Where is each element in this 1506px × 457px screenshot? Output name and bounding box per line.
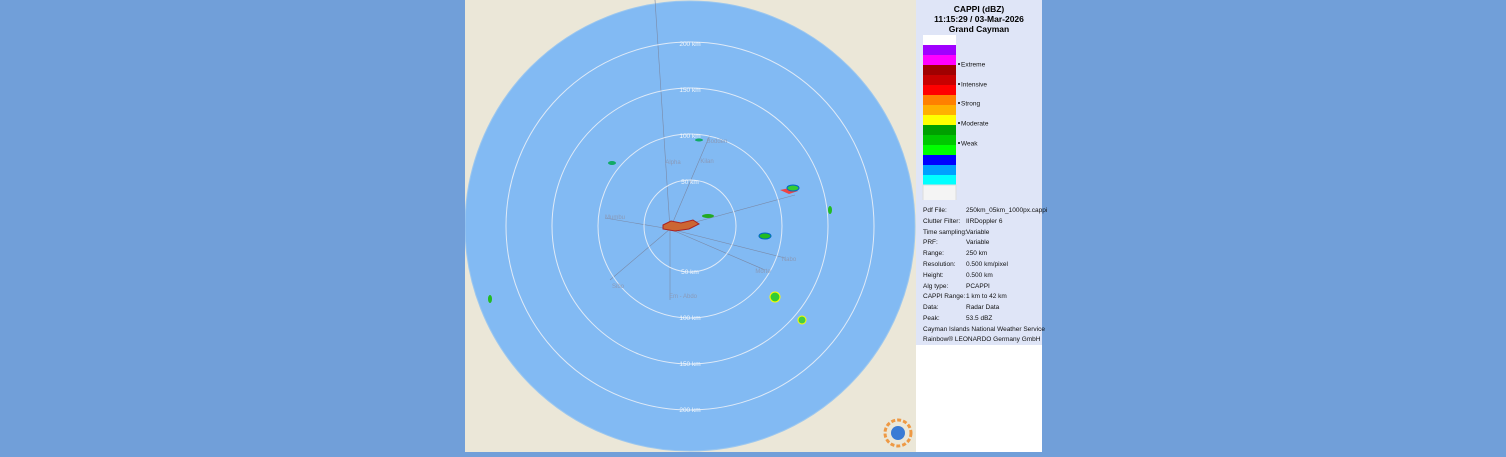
time: 11:15:29 / 03-Mar-2026 bbox=[934, 14, 1024, 24]
legend-label: Extreme bbox=[961, 62, 986, 69]
place-label: Sibo bbox=[612, 284, 625, 290]
echoes bbox=[488, 138, 832, 325]
legend-swatch bbox=[923, 65, 956, 75]
range-label: 100 km bbox=[679, 315, 700, 322]
sidebar: CAPPI (dBZ) 11:15:29 / 03-Mar-2026 Grand… bbox=[916, 0, 1047, 452]
legend-dot bbox=[958, 63, 960, 65]
legend-dot bbox=[958, 102, 960, 104]
legend-label: Weak bbox=[961, 141, 978, 148]
info-key: Alg type: bbox=[923, 282, 949, 290]
legend-dot bbox=[958, 83, 960, 85]
legend-swatch bbox=[923, 155, 956, 165]
station: Grand Cayman bbox=[948, 24, 1010, 34]
legend-swatch bbox=[923, 125, 956, 135]
radar-map: 200 km 200 km 150 km 150 km 100 km 100 km 50 k… bbox=[464, 0, 916, 452]
info-key: Data: bbox=[923, 304, 939, 312]
legend-swatch bbox=[923, 75, 956, 85]
info-value: 0.500 km bbox=[966, 271, 993, 279]
info-panel: CAPPI (dBZ) 11:15:29 / 03-Mar-2026 Grand… bbox=[916, 0, 1047, 345]
legend-swatch bbox=[923, 145, 956, 155]
range-label: 50 km bbox=[681, 269, 699, 276]
legend-swatch bbox=[923, 135, 956, 145]
range-ring bbox=[551, 87, 829, 365]
info-key: Resolution: bbox=[923, 261, 956, 268]
legend-swatch bbox=[923, 35, 956, 45]
logo bbox=[883, 418, 913, 448]
info-key: Clutter Filter: bbox=[923, 217, 961, 225]
range-label: 50 km bbox=[681, 179, 699, 186]
info-value: 1 km to 42 km bbox=[966, 293, 1007, 301]
info-key: Pdf File: bbox=[923, 207, 947, 214]
legend-nodata bbox=[922, 184, 957, 200]
range-ring bbox=[597, 133, 783, 319]
info-key: Range: bbox=[923, 250, 944, 258]
info-value: IIRDoppler 6 bbox=[966, 217, 1003, 225]
info-value: Variable bbox=[966, 228, 990, 236]
range-ring bbox=[505, 41, 875, 411]
legend-swatch bbox=[923, 105, 956, 115]
title: CAPPI (dBZ) bbox=[953, 4, 1005, 14]
range-ring bbox=[643, 179, 737, 273]
range-label: 150 km bbox=[679, 361, 700, 368]
legend-label: Intensive bbox=[961, 82, 987, 89]
place-label: Mumbu bbox=[605, 215, 625, 221]
place-label: Kilan bbox=[700, 159, 713, 165]
info-key: Height: bbox=[923, 271, 944, 279]
legend-swatch bbox=[923, 115, 956, 125]
info-key: CAPPI Range: bbox=[923, 293, 966, 301]
info-value: Variable bbox=[966, 239, 990, 247]
radar-panel: 200 km 200 km 150 km 150 km 100 km 100 km 50 k… bbox=[464, 0, 916, 452]
range-label: 150 km bbox=[679, 87, 700, 94]
legend-label: Moderate bbox=[961, 121, 989, 128]
footer-line: Rainbow® LEONARDO Germany GmbH bbox=[923, 335, 1041, 343]
info-value: PCAPPI bbox=[966, 282, 990, 290]
range-label: 100 km bbox=[679, 133, 700, 140]
range-label: 200 km bbox=[679, 41, 700, 48]
place-label: Alpha bbox=[665, 160, 681, 166]
info-value: 53.5 dBZ bbox=[966, 315, 993, 322]
legend-dot bbox=[958, 122, 960, 124]
legend-dot bbox=[958, 142, 960, 144]
place-label: Em - Abdo bbox=[669, 294, 698, 300]
info-key: Time sampling: bbox=[923, 228, 967, 236]
info-key: PRF: bbox=[923, 239, 938, 247]
place-label: Morte bbox=[755, 269, 771, 275]
place-label: Nabo bbox=[782, 257, 797, 263]
legend-swatch bbox=[923, 85, 956, 95]
legend-swatch bbox=[923, 45, 956, 55]
info-value: 0.500 km/pixel bbox=[966, 261, 1008, 268]
range-label: 200 km bbox=[679, 407, 700, 414]
legend-swatch bbox=[923, 55, 956, 65]
footer-line: Cayman Islands National Weather Service bbox=[923, 326, 1045, 333]
legend-swatch bbox=[923, 175, 956, 185]
legend-swatch bbox=[923, 165, 956, 175]
info-key: Peak: bbox=[923, 315, 940, 322]
legend-swatch bbox=[923, 95, 956, 105]
info-value: 250 km bbox=[966, 250, 988, 258]
place-label: Bodden bbox=[707, 139, 728, 145]
info-value: Radar Data bbox=[966, 304, 1000, 312]
info-value: 250km_05km_1000px.cappi bbox=[966, 207, 1048, 214]
color-legend: Extreme Intensive Strong Moderate Weak bbox=[922, 35, 989, 200]
legend-label: Strong bbox=[961, 101, 981, 108]
